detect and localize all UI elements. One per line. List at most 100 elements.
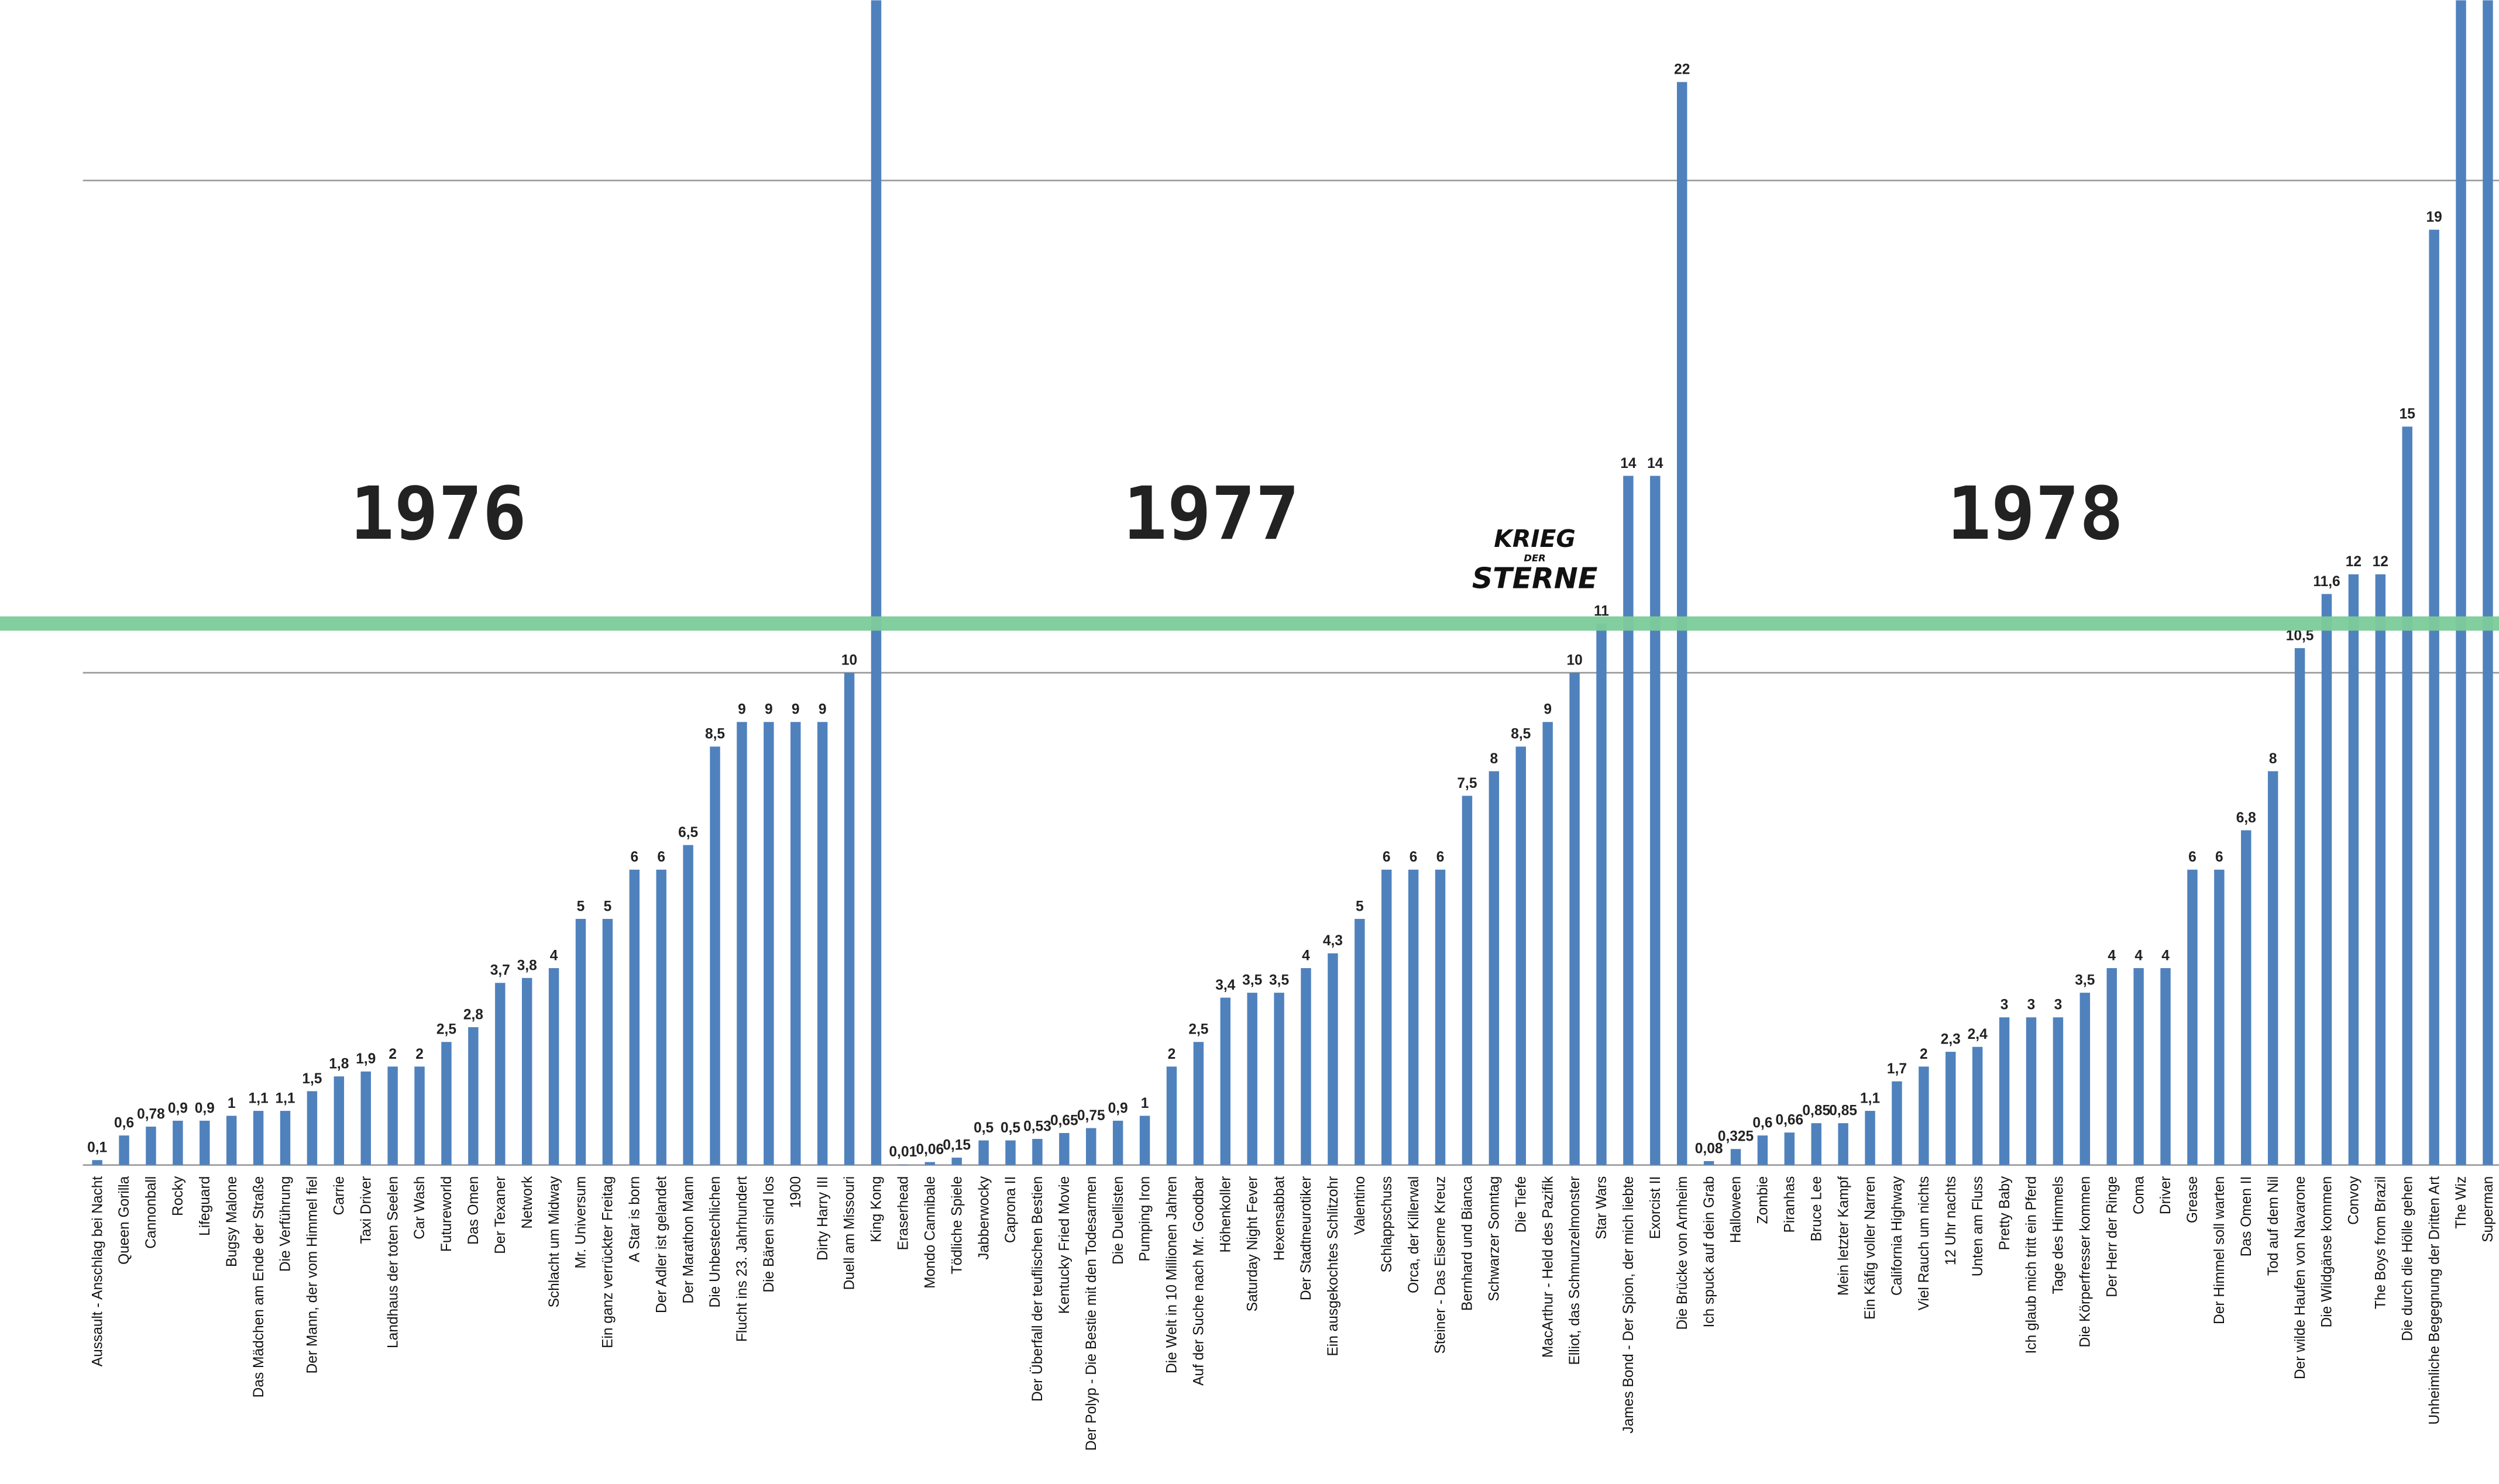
x-tick-label: Bugsy Malone (224, 1176, 240, 1267)
x-tick-label: Convoy (2346, 1176, 2362, 1225)
x-tick-label: Kentucky Fried Movie (1057, 1176, 1073, 1314)
bar (2079, 993, 2091, 1165)
bar (2214, 869, 2225, 1165)
x-tick-label: Die Unbestechlichen (707, 1176, 723, 1308)
bar (2402, 426, 2412, 1165)
x-tick-label: Höhenkoller (1218, 1176, 1233, 1253)
x-tick-label: Lifeguard (197, 1176, 213, 1236)
value-label: 1,1 (1860, 1090, 1880, 1106)
bar (387, 1066, 398, 1165)
value-label: 1,1 (275, 1090, 295, 1106)
bar (1166, 1066, 1177, 1165)
value-label: 0,5 (1001, 1120, 1020, 1136)
value-label: 4 (2161, 948, 2170, 963)
bar (1328, 953, 1338, 1165)
bar (656, 869, 666, 1165)
x-tick-label: Mondo Cannibale (922, 1176, 938, 1289)
x-tick-label: Unheimliche Begegnung der Dritten Art (2426, 1176, 2442, 1425)
value-label: 2,5 (436, 1022, 456, 1038)
bar (790, 722, 801, 1165)
logo-text: KRIEG (1494, 525, 1576, 553)
value-label: 0,9 (168, 1100, 188, 1116)
x-tick-label: Ein ganz verrückter Freitag (600, 1176, 616, 1348)
value-label: 2 (1168, 1046, 1176, 1062)
value-label: 0,15 (943, 1137, 971, 1153)
value-label: 5 (1356, 898, 1364, 914)
value-label: 4 (2108, 948, 2116, 963)
bar (764, 722, 774, 1165)
x-tick-label: Eraserhead (896, 1176, 912, 1251)
labels: Aussault - Anschlag bei Nacht 0,1 Queen Go… (0, 62, 2499, 1451)
bar (1623, 476, 1634, 1165)
x-tick-label: Grease (2185, 1176, 2201, 1223)
value-label: 1,8 (329, 1056, 349, 1072)
value-label: 8,5 (705, 726, 725, 742)
value-label: 6,5 (678, 825, 698, 841)
bar (146, 1127, 156, 1165)
value-label: 0,78 (137, 1106, 165, 1122)
bar (1005, 1140, 1016, 1165)
value-label: 1 (1141, 1096, 1149, 1111)
value-label: 0,66 (1775, 1113, 1803, 1128)
x-tick-label: Taxi Driver (358, 1176, 374, 1244)
bar (629, 869, 640, 1165)
x-tick-label: Halloween (1728, 1176, 1744, 1243)
value-label: 6 (1383, 849, 1391, 865)
bar (1703, 1161, 1714, 1165)
value-label: 6 (1436, 849, 1445, 865)
x-tick-label: Bruce Lee (1809, 1176, 1824, 1242)
bar (1945, 1052, 1956, 1165)
bar (924, 1162, 936, 1165)
x-tick-label: Duell am Missouri (842, 1176, 858, 1290)
bar (307, 1091, 318, 1165)
x-tick-label: MacArthur - Held des Pazifik (1540, 1176, 1556, 1358)
x-tick-label: Ein ausgekochtes Schlitzohr (1325, 1176, 1341, 1356)
x-tick-label: Das Omen (466, 1176, 482, 1245)
value-label: 0,1 (87, 1140, 107, 1156)
bar (2375, 574, 2386, 1165)
x-tick-label: Der Polyp - Die Bestie mit den Todesarme… (1084, 1176, 1099, 1451)
bar (2456, 0, 2466, 1165)
bar (1489, 771, 1500, 1165)
value-label: 9 (792, 702, 800, 718)
bar (173, 1120, 183, 1165)
bar (1220, 997, 1230, 1165)
value-label: 0,85 (1829, 1103, 1857, 1119)
x-tick-label: Elliot, das Schmunzelmonster (1567, 1176, 1583, 1365)
x-tick-label: Coma (2131, 1176, 2147, 1214)
x-tick-label: Viel Rauch um nichts (1916, 1176, 1932, 1311)
bar (1112, 1120, 1123, 1165)
bar (602, 918, 613, 1165)
x-tick-label: Der Marathon Mann (680, 1176, 696, 1304)
value-label: 2 (389, 1046, 397, 1062)
value-label: 0,85 (1802, 1103, 1830, 1119)
value-label: 2,3 (1941, 1032, 1961, 1048)
value-label: 1,9 (356, 1051, 376, 1067)
value-label: 0,325 (1718, 1129, 1754, 1145)
bar (521, 977, 532, 1165)
value-label: 9 (1544, 702, 1552, 718)
value-label: 6 (2188, 849, 2196, 865)
x-tick-label: Ich spuck auf dein Grab (1701, 1176, 1717, 1328)
value-label: 0,53 (1023, 1118, 1051, 1134)
value-label: 0,01 (889, 1144, 917, 1160)
value-label: 14 (1620, 456, 1637, 471)
value-label: 6 (1410, 849, 1418, 865)
value-label: 5 (577, 898, 585, 914)
x-tick-label: Mein letzter Kampf (1835, 1176, 1851, 1296)
logo-text: DER (1524, 552, 1545, 563)
bar (1274, 993, 1284, 1165)
value-label: 0,6 (114, 1115, 134, 1131)
bar (1596, 623, 1607, 1165)
bar (1542, 722, 1553, 1165)
bar (1408, 869, 1419, 1165)
bar (2321, 594, 2332, 1165)
bar (1139, 1115, 1150, 1165)
x-tick-label: Dirty Harry III (815, 1176, 831, 1261)
x-tick-label: Star Wars (1594, 1176, 1610, 1239)
value-label: 3 (2000, 997, 2009, 1013)
x-tick-label: 12 Uhr nachts (1943, 1176, 1959, 1266)
x-tick-label: King Kong (869, 1176, 885, 1242)
value-label: 6 (630, 849, 638, 865)
x-tick-label: Zombie (1755, 1176, 1771, 1224)
